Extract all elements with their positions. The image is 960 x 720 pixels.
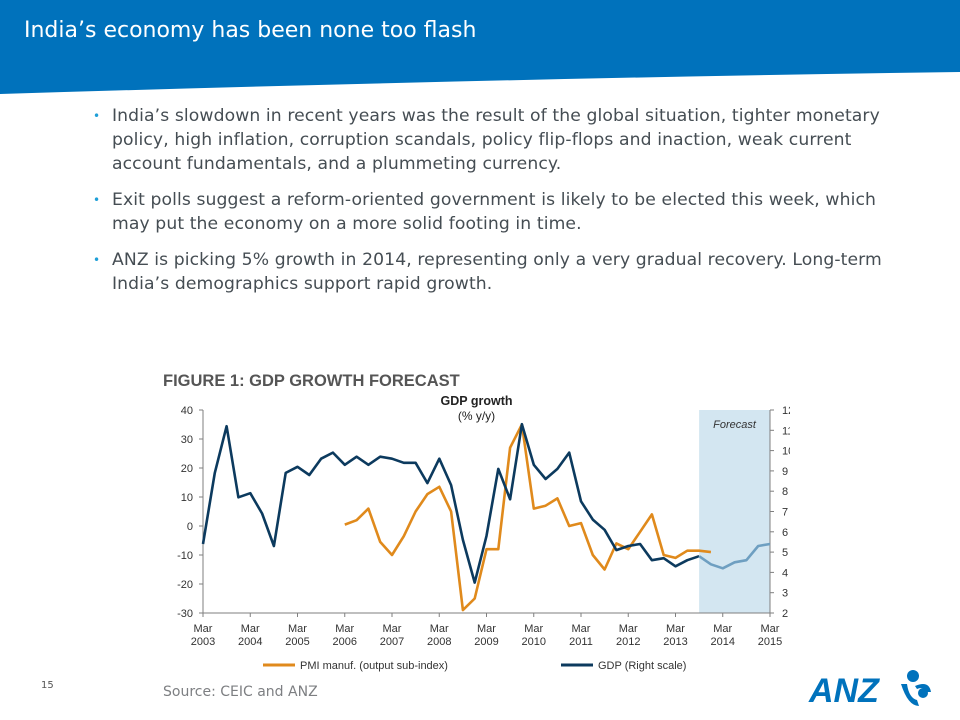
bullet-marker: • bbox=[93, 253, 101, 267]
bullet-text: ANZ is picking 5% growth in 2014, repres… bbox=[112, 250, 882, 294]
bullet-text: Exit polls suggest a reform-oriented gov… bbox=[112, 190, 876, 234]
legend-label-pmi: PMI manuf. (output sub-index) bbox=[300, 660, 448, 672]
y-right-tick-label: 10 bbox=[782, 446, 790, 458]
y-right-tick-label: 8 bbox=[782, 486, 788, 498]
anz-logo: ANZ bbox=[808, 670, 931, 710]
y-right-tick-label: 5 bbox=[782, 547, 788, 559]
x-tick-label: Mar bbox=[288, 623, 307, 635]
x-tick-label: Mar bbox=[241, 623, 260, 635]
x-tick-label: Mar bbox=[194, 623, 213, 635]
bullet-item: • India’s slowdown in recent years was t… bbox=[88, 104, 888, 176]
x-tick-label: Mar bbox=[619, 623, 638, 635]
bullet-text: India’s slowdown in recent years was the… bbox=[112, 106, 880, 174]
y-left-tick-label: 40 bbox=[181, 405, 193, 417]
x-tick-label: 2004 bbox=[238, 636, 262, 648]
anz-people-icon bbox=[901, 670, 931, 706]
chart-subtitle: (% y/y) bbox=[458, 409, 495, 423]
x-tick-label: Mar bbox=[335, 623, 354, 635]
x-tick-label: Mar bbox=[666, 623, 685, 635]
x-tick-label: 2014 bbox=[711, 636, 735, 648]
y-left-tick-label: 20 bbox=[181, 463, 193, 475]
y-left-tick-label: 10 bbox=[181, 492, 193, 504]
x-tick-label: 2006 bbox=[333, 636, 357, 648]
y-right-tick-label: 3 bbox=[782, 588, 788, 600]
figure-label: FIGURE 1: GDP GROWTH FORECAST bbox=[163, 372, 460, 390]
anz-logo-text: ANZ bbox=[808, 672, 880, 710]
y-left-tick-label: -30 bbox=[177, 608, 193, 620]
x-tick-label: Mar bbox=[761, 623, 780, 635]
y-right-tick-label: 12 bbox=[782, 405, 790, 417]
bullet-list: • India’s slowdown in recent years was t… bbox=[88, 104, 888, 308]
x-tick-label: 2010 bbox=[522, 636, 546, 648]
legend-label-gdp: GDP (Right scale) bbox=[598, 660, 686, 672]
x-tick-label: 2013 bbox=[663, 636, 687, 648]
y-left-tick-label: 0 bbox=[187, 521, 193, 533]
gdp-series-line bbox=[201, 422, 700, 584]
bullet-marker: • bbox=[93, 193, 101, 207]
slide-number: 15 bbox=[41, 680, 54, 691]
x-tick-label: Mar bbox=[477, 623, 496, 635]
bullet-item: • Exit polls suggest a reform-oriented g… bbox=[88, 188, 888, 236]
x-tick-label: 2011 bbox=[569, 636, 593, 648]
bullet-item: • ANZ is picking 5% growth in 2014, repr… bbox=[88, 248, 888, 296]
forecast-region bbox=[699, 410, 770, 613]
x-tick-label: 2005 bbox=[285, 636, 309, 648]
y-left-tick-label: -20 bbox=[177, 579, 193, 591]
pmi-series-line bbox=[344, 423, 712, 612]
x-tick-label: 2008 bbox=[427, 636, 451, 648]
chart-svg: FIGURE 1: GDP GROWTH FORECAST Forecast GD… bbox=[163, 372, 794, 672]
x-tick-label: 2015 bbox=[758, 636, 782, 648]
x-tick-label: Mar bbox=[713, 623, 732, 635]
y-left-tick-label: 30 bbox=[181, 434, 193, 446]
y-left-tick-label: -10 bbox=[177, 550, 193, 562]
source-note: Source: CEIC and ANZ bbox=[163, 684, 318, 700]
y-right-tick-label: 2 bbox=[782, 608, 788, 620]
page-title: India’s economy has been none too flash bbox=[24, 18, 477, 43]
x-tick-label: 2009 bbox=[474, 636, 498, 648]
header-band bbox=[0, 0, 960, 94]
x-tick-label: 2003 bbox=[191, 636, 215, 648]
y-right-tick-label: 9 bbox=[782, 466, 788, 478]
chart-title: GDP growth bbox=[441, 394, 513, 408]
x-tick-label: 2007 bbox=[380, 636, 404, 648]
y-right-tick-label: 4 bbox=[782, 567, 788, 579]
x-tick-label: Mar bbox=[430, 623, 449, 635]
x-tick-label: Mar bbox=[383, 623, 402, 635]
y-right-tick-label: 7 bbox=[782, 507, 788, 519]
y-right-tick-label: 6 bbox=[782, 527, 788, 539]
gdp-chart: FIGURE 1: GDP GROWTH FORECAST Forecast GD… bbox=[150, 366, 794, 676]
forecast-label: Forecast bbox=[713, 419, 757, 431]
x-tick-label: 2012 bbox=[616, 636, 640, 648]
y-right-tick-label: 11 bbox=[782, 425, 790, 437]
x-tick-label: Mar bbox=[524, 623, 543, 635]
bullet-marker: • bbox=[93, 109, 101, 123]
x-tick-label: Mar bbox=[572, 623, 591, 635]
